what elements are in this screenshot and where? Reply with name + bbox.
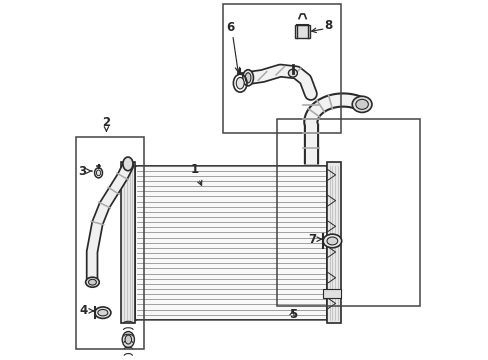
Text: 5: 5 <box>288 308 296 321</box>
Bar <box>276 119 419 306</box>
Ellipse shape <box>323 234 341 248</box>
Bar <box>323 289 341 298</box>
Text: 2: 2 <box>102 116 110 129</box>
Ellipse shape <box>326 237 337 245</box>
Bar <box>294 25 310 38</box>
Ellipse shape <box>236 77 244 89</box>
Bar <box>121 162 135 323</box>
Bar <box>326 162 340 323</box>
Text: 1: 1 <box>190 163 202 185</box>
Ellipse shape <box>242 70 253 86</box>
Text: 7: 7 <box>308 233 322 246</box>
Text: 8: 8 <box>324 19 332 32</box>
Bar <box>76 137 144 348</box>
Ellipse shape <box>288 69 297 77</box>
Text: 3: 3 <box>78 165 92 177</box>
Ellipse shape <box>355 99 367 109</box>
Ellipse shape <box>122 157 133 171</box>
Text: 6: 6 <box>226 21 235 34</box>
Ellipse shape <box>122 332 134 348</box>
Bar <box>135 166 326 320</box>
Ellipse shape <box>351 96 371 112</box>
Text: 4: 4 <box>79 305 93 318</box>
Ellipse shape <box>244 73 250 83</box>
Ellipse shape <box>88 279 96 285</box>
Ellipse shape <box>96 170 101 176</box>
Ellipse shape <box>95 307 111 319</box>
Ellipse shape <box>85 277 99 287</box>
Ellipse shape <box>98 310 108 316</box>
Ellipse shape <box>125 335 131 344</box>
Bar <box>223 4 341 134</box>
